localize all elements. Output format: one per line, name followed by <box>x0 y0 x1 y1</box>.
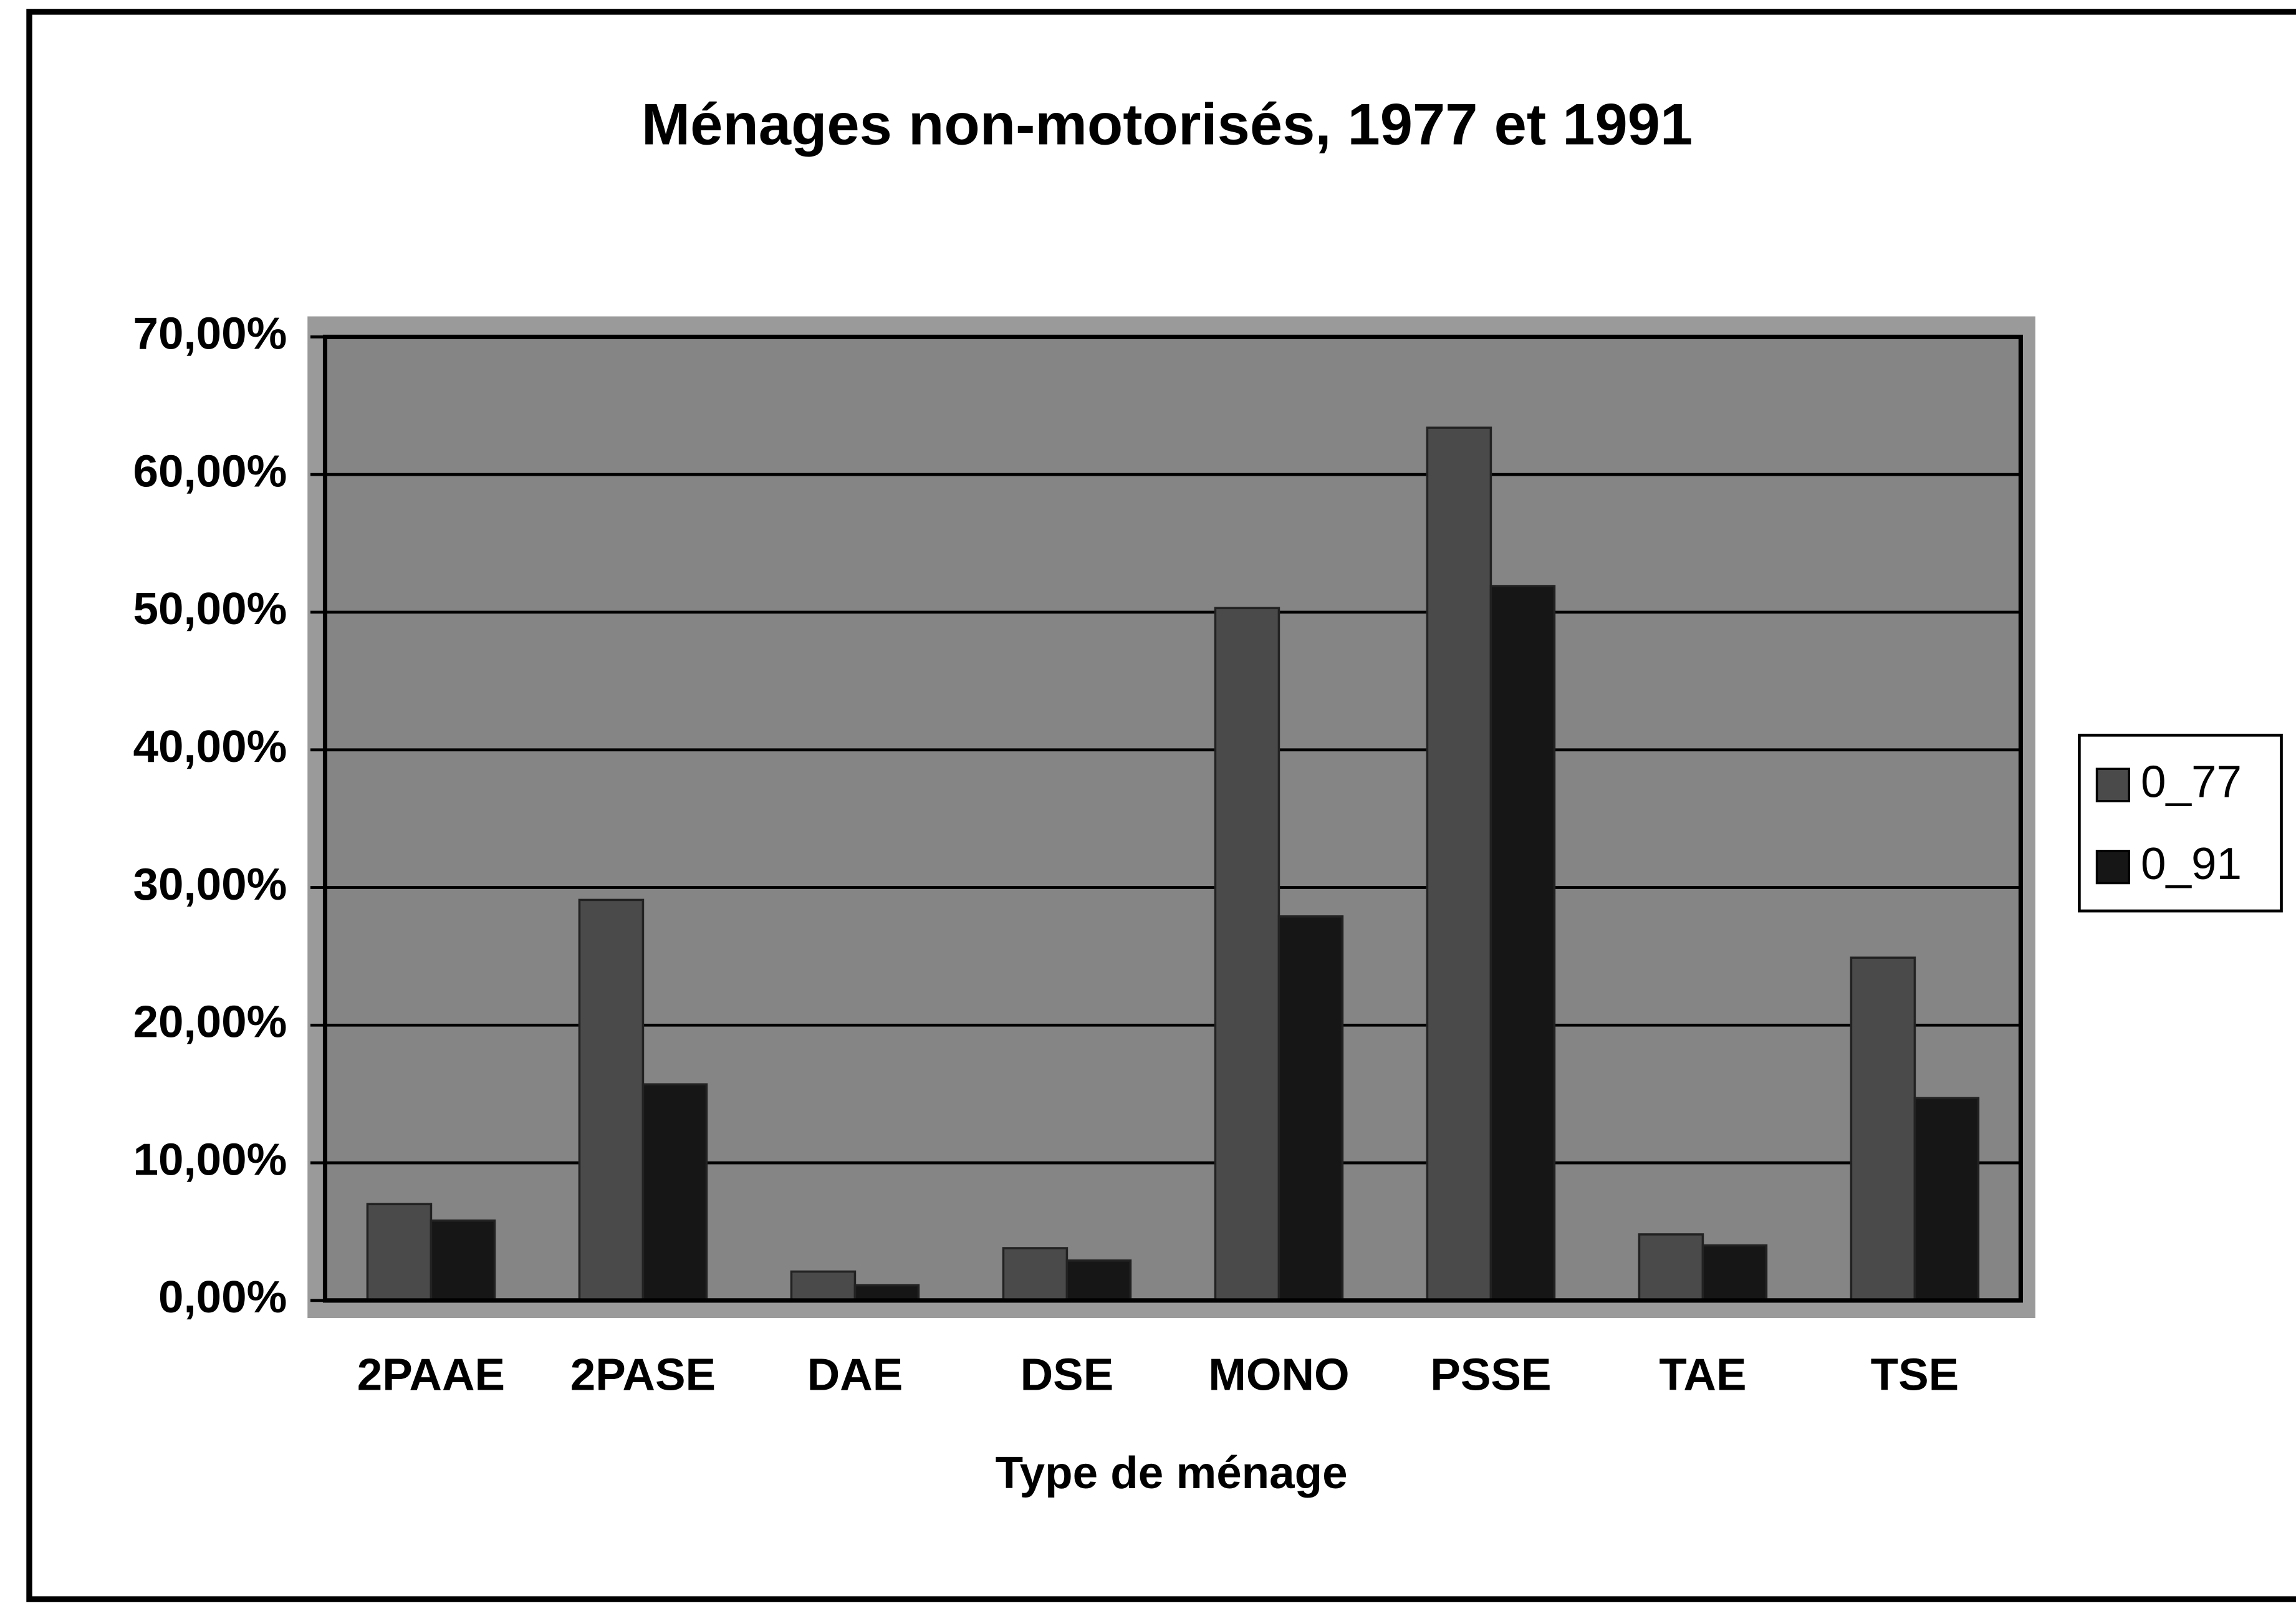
y-tick-label: 20,00% <box>133 997 287 1047</box>
x-tick-label: 2PASE <box>570 1350 716 1400</box>
legend-label: 0_91 <box>2141 839 2242 889</box>
bar <box>578 898 645 1302</box>
x-tick-label: PSSE <box>1430 1350 1551 1400</box>
y-tick-label: 50,00% <box>133 584 287 634</box>
bar <box>1489 585 1556 1302</box>
y-tick-label: 70,00% <box>133 309 287 359</box>
bar <box>1214 607 1280 1302</box>
bar <box>1701 1244 1768 1302</box>
legend-swatch <box>2095 850 2130 885</box>
y-tick-label: 60,00% <box>133 446 287 496</box>
legend-label: 0_77 <box>2141 756 2242 807</box>
x-tick-label: TSE <box>1871 1350 1959 1400</box>
y-tick-label: 40,00% <box>133 721 287 772</box>
bar <box>1638 1233 1704 1302</box>
x-tick-label: 2PAAE <box>357 1350 505 1400</box>
bar <box>853 1284 920 1302</box>
y-tick-label: 10,00% <box>133 1134 287 1185</box>
bar <box>1426 426 1492 1302</box>
bar <box>1002 1247 1069 1302</box>
x-axis-label: Type de ménage <box>996 1448 1348 1498</box>
x-tick-label: TAE <box>1659 1350 1746 1400</box>
bar <box>1277 915 1344 1302</box>
chart-title: Ménages non-motorisés, 1977 et 1991 <box>641 92 1693 157</box>
y-tick-label: 30,00% <box>133 859 287 910</box>
bar <box>790 1270 857 1302</box>
bar <box>1850 956 1916 1302</box>
x-tick-label: MONO <box>1208 1350 1349 1400</box>
bar <box>1065 1259 1132 1302</box>
legend-swatch <box>2095 767 2130 802</box>
bar <box>1913 1097 1980 1302</box>
bar <box>366 1203 433 1302</box>
x-tick-label: DSE <box>1021 1350 1114 1400</box>
y-tick-label: 0,00% <box>158 1272 287 1322</box>
bar <box>430 1219 496 1302</box>
bar <box>641 1083 708 1302</box>
x-tick-label: DAE <box>807 1350 903 1400</box>
